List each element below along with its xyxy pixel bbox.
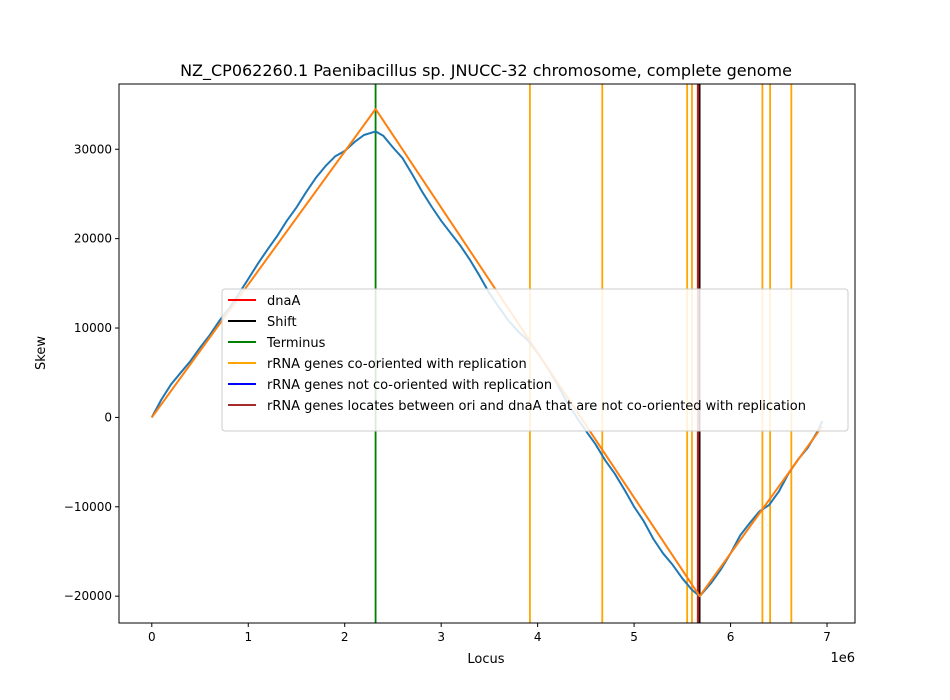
x-tick-label: 5 (630, 630, 638, 644)
legend-label: Terminus (266, 336, 326, 351)
chart-title: NZ_CP062260.1 Paenibacillus sp. JNUCC-32… (180, 61, 792, 81)
x-tick-label: 4 (534, 630, 542, 644)
legend-label: rRNA genes co-oriented with replication (267, 357, 527, 372)
legend-box (221, 288, 849, 432)
y-axis-label: Skew (34, 336, 49, 370)
x-tick-label: 2 (341, 630, 349, 644)
legend-label: rRNA genes not co-oriented with replicat… (267, 378, 552, 393)
legend-label: Shift (267, 315, 297, 330)
x-axis-label: Locus (467, 652, 504, 667)
legend-label: rRNA genes locates between ori and dnaA … (267, 399, 806, 414)
x-axis-offset-label: 1e6 (830, 651, 855, 666)
legend-label: dnaA (267, 294, 300, 309)
y-tick-label: 10000 (74, 321, 112, 335)
y-tick-label: 20000 (74, 232, 112, 246)
x-tick-label: 3 (437, 630, 445, 644)
y-axis: −20000 −10000 0 10000 20000 30000 (64, 142, 119, 603)
x-tick-label: 6 (727, 630, 735, 644)
y-tick-label: −10000 (64, 500, 112, 514)
y-tick-label: −20000 (64, 589, 112, 603)
x-tick-label: 1 (244, 630, 252, 644)
legend: dnaA Shift Terminus rRNA genes co-oriented … (221, 288, 849, 432)
x-tick-label: 0 (148, 630, 156, 644)
x-tick-label: 7 (823, 630, 831, 644)
y-tick-label: 30000 (74, 142, 112, 156)
plot-frame (118, 83, 856, 624)
x-axis: 0 1 2 3 4 5 6 7 (148, 623, 831, 644)
y-tick-label: 0 (104, 410, 112, 424)
